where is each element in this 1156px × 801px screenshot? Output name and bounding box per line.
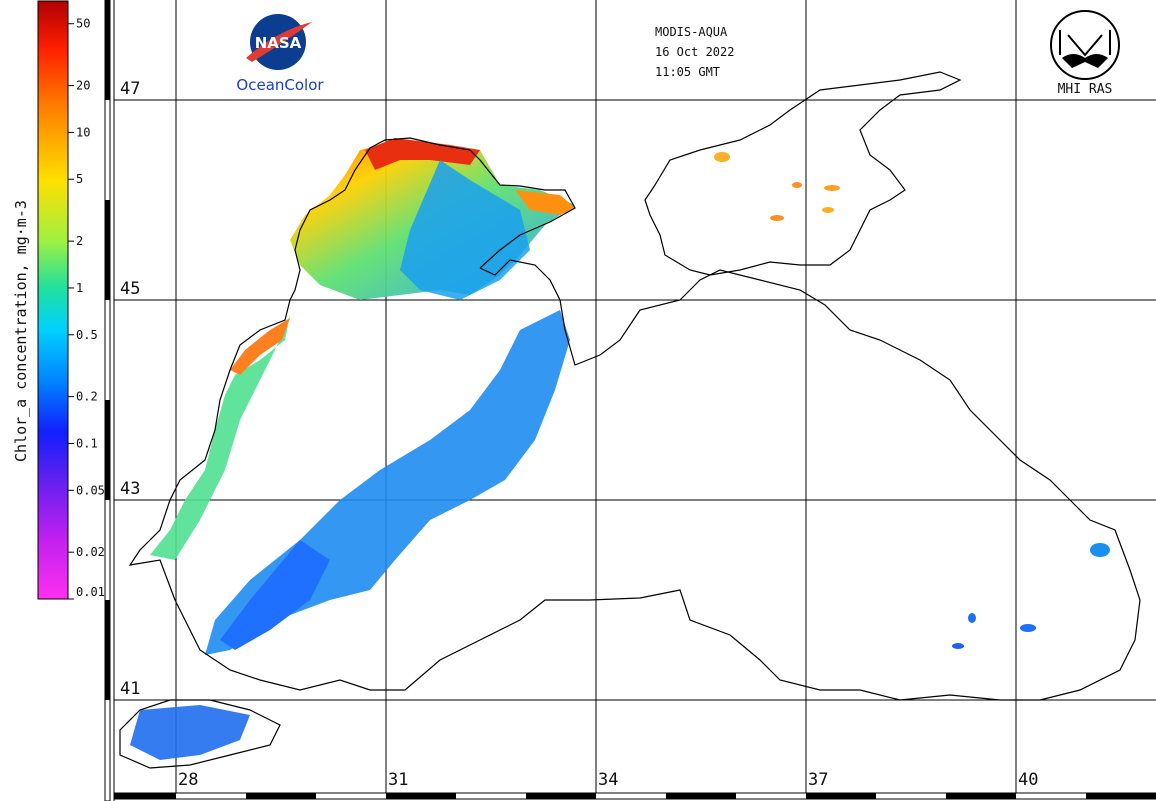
date-label: 16 Oct 2022 [655, 45, 734, 59]
longitude-label: 40 [1018, 770, 1038, 790]
nasa-text: NASA [255, 34, 302, 52]
latitude-labels: 47 45 43 41 [120, 79, 140, 699]
longitude-label: 31 [388, 770, 408, 790]
sw-data [220, 540, 330, 650]
bosporus-data [130, 705, 250, 760]
mhi-text: MHI RAS [1058, 82, 1113, 97]
colorbar-tick-label: 2 [76, 234, 83, 248]
colorbar: Chlor_a concentration, mg·m-3 50 20 10 5 2 1 0… [12, 0, 105, 600]
longitude-label: 34 [598, 770, 618, 790]
mhi-logo: MHI RAS [1050, 10, 1120, 97]
colorbar-title: Chlor_a concentration, mg·m-3 [12, 200, 30, 462]
latitude-label: 47 [120, 79, 140, 99]
colorbar-tick-label: 0.1 [76, 436, 98, 450]
chlorophyll-data [130, 138, 1110, 760]
nasa-swoosh [246, 22, 312, 62]
nasa-logo: NASA OceanColor [236, 14, 324, 94]
graticule [114, 0, 1156, 793]
colorbar-tick-label: 1 [76, 281, 83, 295]
scale-bar-vertical [104, 0, 115, 801]
central-data-2 [400, 160, 530, 300]
colorbar-tick-label: 20 [76, 79, 90, 93]
romanian-shelf-data [150, 315, 290, 560]
black-sea-coast [128, 259, 1141, 701]
mhi-emblem [1050, 10, 1120, 80]
colorbar-gradient [37, 0, 69, 600]
colorbar-ticks: 50 20 10 5 2 1 0.5 0.2 0.1 0.05 0.02 0.01 [68, 17, 105, 600]
longitude-label: 28 [178, 770, 198, 790]
crimea-coast-data [515, 190, 575, 215]
sensor-label: MODIS-AQUA [655, 25, 728, 39]
colorbar-tick-label: 10 [76, 125, 90, 139]
romanian-coast-orange [230, 318, 290, 375]
colorbar-tick-label: 0.01 [76, 585, 105, 599]
scale-bar-horizontal [113, 792, 1156, 800]
longitude-labels: 28 31 34 37 40 [178, 770, 1038, 790]
colorbar-tick-label: 0.5 [76, 328, 98, 342]
oceancolor-text: OceanColor [236, 76, 324, 94]
marmara-coast [119, 699, 281, 769]
colorbar-tick-label: 5 [76, 172, 83, 186]
colorbar-tick-label: 0.2 [76, 390, 98, 404]
coastline [119, 71, 1141, 769]
latitude-label: 43 [120, 479, 140, 499]
colorbar-tick-label: 0.05 [76, 483, 105, 497]
colorbar-tick-label: 0.02 [76, 545, 105, 559]
latitude-label: 41 [120, 679, 140, 699]
header: MODIS-AQUA 16 Oct 2022 11:05 GMT [655, 25, 734, 79]
azov-coast [644, 71, 962, 276]
time-label: 11:05 GMT [655, 65, 720, 79]
latitude-label: 45 [120, 279, 140, 299]
colorbar-tick-label: 50 [76, 17, 90, 31]
longitude-label: 37 [808, 770, 828, 790]
nw-shelf-coast-red [365, 138, 480, 170]
nw-coast [289, 137, 576, 301]
